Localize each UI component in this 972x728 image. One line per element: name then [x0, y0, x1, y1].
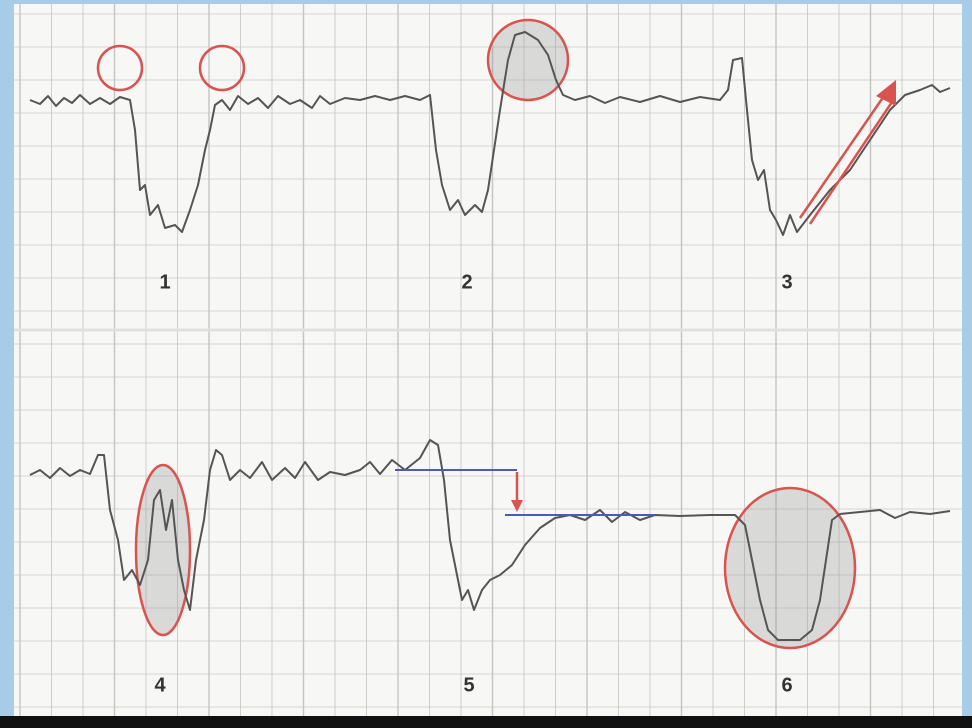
panel-label: 2 — [461, 271, 472, 293]
grid — [14, 4, 962, 716]
panel-label: 1 — [159, 271, 170, 293]
panel-label: 5 — [463, 674, 474, 696]
trend-arrow — [808, 101, 894, 225]
arrow-head — [876, 80, 896, 106]
arrow-head — [511, 500, 523, 512]
panel-label: 6 — [781, 674, 792, 696]
trend-arrow — [798, 95, 886, 219]
highlight-circle — [486, 18, 570, 102]
highlight-circle — [96, 44, 144, 92]
heart-rate-trace — [29, 31, 951, 236]
bottom-strip — [0, 716, 972, 728]
paper — [14, 4, 962, 716]
highlight-circle — [723, 486, 857, 650]
heart-rate-trace — [29, 439, 951, 641]
panel-label: 3 — [781, 271, 792, 293]
panel-label: 4 — [154, 674, 166, 696]
highlight-ellipse — [134, 463, 192, 637]
highlight-circle — [198, 44, 246, 92]
